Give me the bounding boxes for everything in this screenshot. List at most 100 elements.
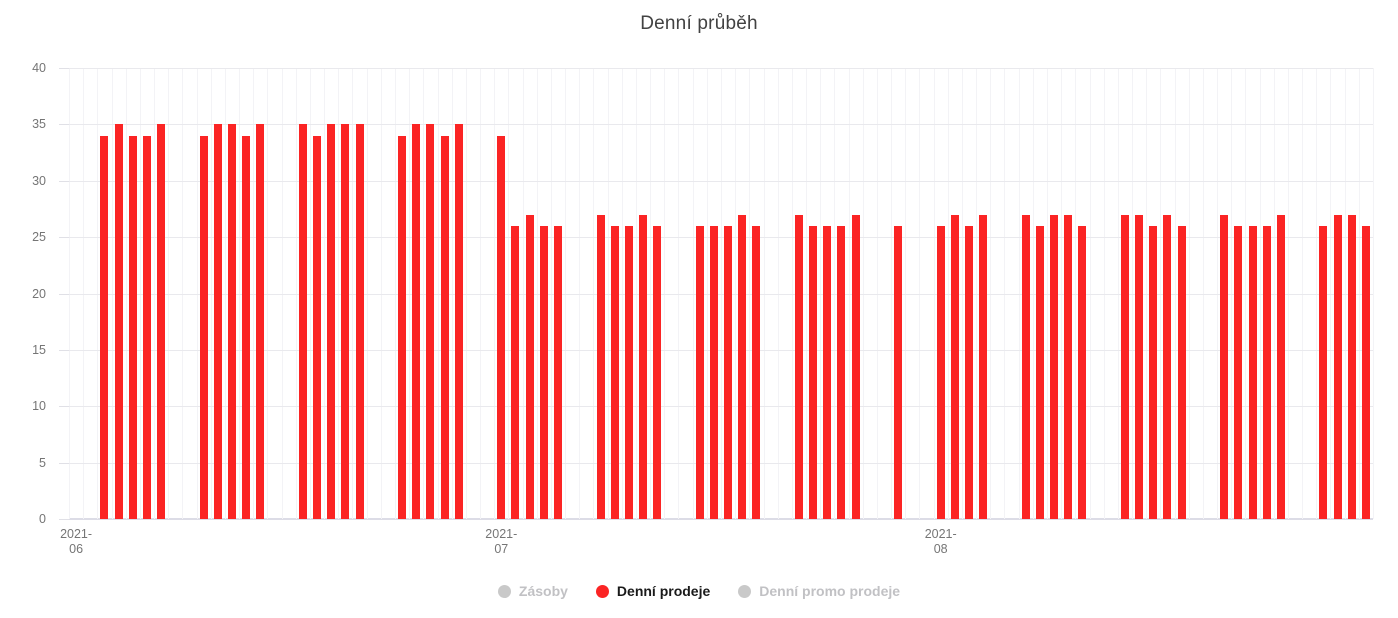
bar[interactable] xyxy=(1120,214,1129,519)
bar[interactable] xyxy=(128,135,137,519)
bar[interactable] xyxy=(1163,214,1172,519)
bar[interactable] xyxy=(440,135,449,519)
legend-item-3[interactable]: Denní promo prodeje xyxy=(738,583,900,599)
bar[interactable] xyxy=(327,124,336,519)
bar[interactable] xyxy=(256,124,265,519)
bar[interactable] xyxy=(142,135,151,519)
bar[interactable] xyxy=(752,225,761,519)
y-axis-tick xyxy=(59,349,69,351)
bar[interactable] xyxy=(1234,225,1243,519)
bar[interactable] xyxy=(1333,214,1342,519)
y-axis-label: 10 xyxy=(32,399,46,414)
bar[interactable] xyxy=(596,214,605,519)
y-axis-label: 20 xyxy=(32,286,46,301)
horizontal-gridline xyxy=(69,237,1373,239)
bar[interactable] xyxy=(1135,214,1144,519)
y-axis-label: 5 xyxy=(39,455,46,470)
y-axis-tick xyxy=(59,519,69,520)
bar[interactable] xyxy=(1149,225,1158,519)
bar[interactable] xyxy=(936,225,945,519)
bar[interactable] xyxy=(511,225,520,519)
x-axis-tick: 2021- 06 xyxy=(60,527,93,556)
bar[interactable] xyxy=(341,124,350,519)
bar[interactable] xyxy=(1064,214,1073,519)
x-axis-tick: 2021- 07 xyxy=(485,527,518,556)
bar[interactable] xyxy=(199,135,208,519)
legend: Zásoby Denní prodeje Denní promo prodeje xyxy=(0,583,1398,599)
bar[interactable] xyxy=(1035,225,1044,519)
bar[interactable] xyxy=(1347,214,1356,519)
bar[interactable] xyxy=(610,225,619,519)
bar[interactable] xyxy=(1248,225,1257,519)
legend-dot xyxy=(497,584,511,598)
bar[interactable] xyxy=(213,124,222,519)
bar[interactable] xyxy=(1177,225,1186,519)
horizontal-gridline xyxy=(69,462,1373,464)
y-axis-tick xyxy=(59,462,69,464)
y-axis-tick xyxy=(59,406,69,408)
bar[interactable] xyxy=(894,225,903,519)
bar[interactable] xyxy=(1078,225,1087,519)
y-axis-label: 15 xyxy=(32,342,46,357)
horizontal-gridline xyxy=(69,68,1373,69)
bar[interactable] xyxy=(398,135,407,519)
bar[interactable] xyxy=(965,225,974,519)
bar[interactable] xyxy=(1021,214,1030,519)
bar[interactable] xyxy=(724,225,733,519)
horizontal-gridline xyxy=(69,180,1373,182)
bar[interactable] xyxy=(624,225,633,519)
bar[interactable] xyxy=(1319,225,1328,519)
bar[interactable] xyxy=(114,124,123,519)
plot-area xyxy=(69,68,1374,520)
y-axis-tick xyxy=(59,180,69,182)
bar[interactable] xyxy=(313,135,322,519)
bar[interactable] xyxy=(1262,225,1271,519)
y-axis-tick xyxy=(59,237,69,239)
bar[interactable] xyxy=(709,225,718,519)
bar[interactable] xyxy=(525,214,534,519)
bar[interactable] xyxy=(1220,214,1229,519)
bar[interactable] xyxy=(738,214,747,519)
bar[interactable] xyxy=(426,124,435,519)
legend-dot xyxy=(595,584,609,598)
x-axis-line xyxy=(69,518,1373,520)
bar[interactable] xyxy=(809,225,818,519)
bar[interactable] xyxy=(1361,225,1370,519)
bar[interactable] xyxy=(100,135,109,519)
y-axis-label: 30 xyxy=(32,173,46,188)
legend-label: Denní prodeje xyxy=(616,583,711,599)
legend-label: Denní promo prodeje xyxy=(759,583,901,599)
legend-dot xyxy=(738,584,752,598)
y-axis-label: 0 xyxy=(39,512,46,526)
horizontal-gridline xyxy=(69,124,1373,126)
y-axis-label: 35 xyxy=(32,117,46,132)
legend-item-2[interactable]: Denní prodeje xyxy=(595,583,711,599)
bar[interactable] xyxy=(539,225,548,519)
bar[interactable] xyxy=(355,124,364,519)
bar[interactable] xyxy=(1050,214,1059,519)
bar[interactable] xyxy=(454,124,463,519)
bar[interactable] xyxy=(695,225,704,519)
bar[interactable] xyxy=(950,214,959,519)
bar[interactable] xyxy=(639,214,648,519)
bar[interactable] xyxy=(837,225,846,519)
bar[interactable] xyxy=(412,124,421,519)
bar[interactable] xyxy=(851,214,860,519)
chart-title: Denní průběh xyxy=(640,13,758,34)
bar[interactable] xyxy=(298,124,307,519)
bar[interactable] xyxy=(1276,214,1285,519)
bar[interactable] xyxy=(794,214,803,519)
bar[interactable] xyxy=(554,225,562,519)
bar[interactable] xyxy=(242,135,251,519)
bar[interactable] xyxy=(979,214,988,519)
bar[interactable] xyxy=(228,124,236,519)
y-axis-tick xyxy=(59,293,69,295)
legend-item-1[interactable]: Zásoby xyxy=(497,583,568,599)
bar[interactable] xyxy=(497,135,506,519)
y-axis-label: 40 xyxy=(32,61,46,75)
horizontal-gridline xyxy=(69,293,1373,295)
bar[interactable] xyxy=(823,225,832,519)
bar[interactable] xyxy=(653,225,662,519)
bar[interactable] xyxy=(157,124,166,519)
